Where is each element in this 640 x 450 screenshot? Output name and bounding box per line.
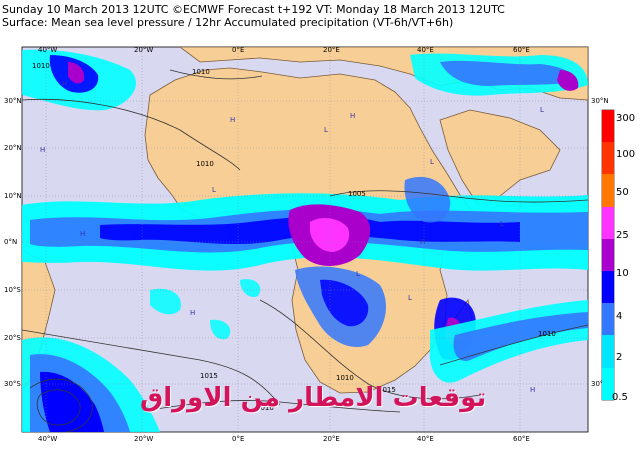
legend-label: 100 <box>616 149 635 160</box>
legend-swatch <box>602 110 614 142</box>
isobar-label: 1010 <box>196 160 214 168</box>
high-pressure-marker: H <box>350 112 355 120</box>
lat-label: 20°N <box>4 144 22 152</box>
legend-swatch <box>602 271 614 303</box>
low-pressure-marker: L <box>430 158 434 166</box>
isobar-label: 1010 <box>192 68 210 76</box>
legend-label: 4 <box>616 311 622 322</box>
precip-east-africa <box>404 176 451 223</box>
precip-south-atlantic-heavy <box>40 371 104 432</box>
legend-swatch <box>602 368 614 400</box>
isobar-labels: 1010 1010 1010 1005 1010 1015 1010 1015 … <box>32 62 556 412</box>
legend-swatch <box>602 335 614 368</box>
legend-label: 50 <box>616 187 629 198</box>
grid-lines <box>22 47 588 432</box>
latitude-labels: 30°N 20°N 10°N 0°N 10°S 20°S 30°S 30°N 3… <box>4 97 609 388</box>
low-pressure-marker: L <box>408 294 412 302</box>
map-subtitle: Surface: Mean sea level pressure / 12hr … <box>2 16 454 29</box>
high-pressure-marker: H <box>40 146 45 154</box>
isobar-label: 1010 <box>336 374 354 382</box>
high-pressure-marker: H <box>62 80 67 88</box>
legend-swatch <box>602 303 614 335</box>
lon-label: 20°E <box>323 46 340 54</box>
lon-label: 40°W <box>38 435 57 443</box>
isobar-label: 1015 <box>378 386 396 394</box>
lat-label: 20°S <box>4 334 21 342</box>
precip-sw-indian-ocean-core <box>453 312 588 361</box>
lat-label: 0°N <box>4 238 17 246</box>
lat-label: 30°S <box>4 380 21 388</box>
precip-congo-peak <box>310 218 350 252</box>
lat-label: 30°N <box>4 97 22 105</box>
low-pressure-marker: L <box>356 270 360 278</box>
legend-swatch <box>602 174 614 207</box>
lat-label: 10°S <box>4 286 21 294</box>
low-pressure-marker: L <box>540 106 544 114</box>
lon-label: 20°E <box>323 435 340 443</box>
lon-label: 0°E <box>232 435 244 443</box>
precip-north-atlantic-peak <box>68 62 85 84</box>
isobar-label: 1005 <box>348 190 366 198</box>
land-arabia <box>439 109 561 206</box>
precip-south-africa-core <box>320 279 369 327</box>
legend-swatch <box>602 239 614 271</box>
legend-label: 0.5 <box>612 392 628 403</box>
lon-label: 40°W <box>38 46 57 54</box>
low-pressure-marker: L <box>500 220 504 228</box>
legend-label: 300 <box>616 113 635 124</box>
legend-label: 25 <box>616 230 629 241</box>
legend-label: 10 <box>616 268 629 279</box>
map-title: Sunday 10 March 2013 12UTC ©ECMWF Foreca… <box>2 3 505 16</box>
lon-label: 20°W <box>134 46 153 54</box>
isobars <box>22 69 588 432</box>
low-pressure-marker: L <box>324 126 328 134</box>
lon-label: 40°E <box>417 435 434 443</box>
lon-label: 40°E <box>417 46 434 54</box>
high-pressure-marker: H <box>420 238 425 246</box>
arabic-watermark: توقعات الامطار من الاوراق <box>140 383 487 413</box>
lon-label: 20°W <box>134 435 153 443</box>
low-pressure-marker: L <box>212 186 216 194</box>
isobar-label: 1010 <box>32 62 50 70</box>
high-pressure-marker: H <box>530 386 535 394</box>
lat-label: 30°N <box>591 97 609 105</box>
isobar-label: 1010 <box>256 404 274 412</box>
pressure-centers: H H H H H H H H L L L L L L L <box>40 80 544 394</box>
lon-label: 0°E <box>232 46 244 54</box>
lat-label: 10°N <box>4 192 22 200</box>
legend-swatch <box>602 207 614 239</box>
precip-legend: 300 100 50 25 10 4 2 0.5 <box>601 109 635 403</box>
isobar-label: 1010 <box>538 330 556 338</box>
high-pressure-marker: H <box>80 230 85 238</box>
legend-label: 2 <box>616 352 622 363</box>
longitude-labels: 40°W 20°W 0°E 20°E 40°E 60°E 40°W 20°W 0… <box>38 46 530 443</box>
legend-swatch <box>602 142 614 174</box>
precip-atlantic-spots <box>150 279 261 340</box>
isobar-label: 1015 <box>200 372 218 380</box>
lon-label: 60°E <box>513 46 530 54</box>
precip-middle-east-core <box>440 60 575 86</box>
lat-label: 30°S <box>591 380 608 388</box>
high-pressure-marker: H <box>190 309 195 317</box>
lon-label: 60°E <box>513 435 530 443</box>
high-pressure-marker: H <box>230 116 235 124</box>
precip-middle-east-peak <box>557 70 579 91</box>
